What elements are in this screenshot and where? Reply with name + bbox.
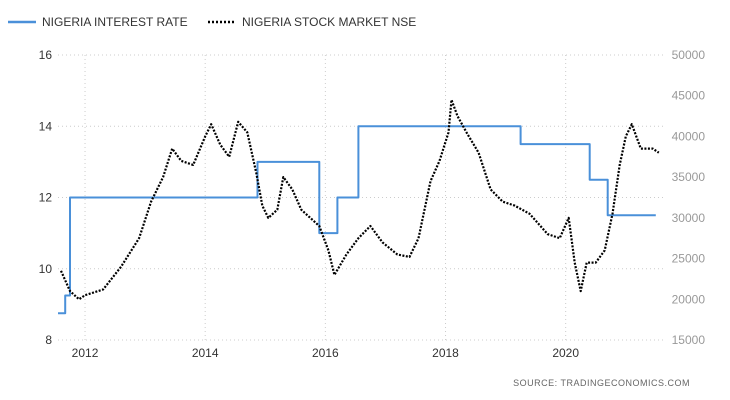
interest-rate-line bbox=[58, 125, 656, 315]
right-tick-label: 45000 bbox=[672, 89, 706, 103]
right-axis-ticks: 15000 20000 25000 30000 35000 40000 45000 50000 bbox=[672, 48, 706, 347]
x-tick-label: 2020 bbox=[552, 346, 579, 360]
x-tick-label: 2014 bbox=[192, 346, 219, 360]
right-tick-label: 40000 bbox=[672, 129, 706, 143]
legend: NIGERIA INTEREST RATE NIGERIA STOCK MARK… bbox=[8, 15, 416, 29]
right-tick-label: 25000 bbox=[672, 252, 706, 266]
right-tick-label: 35000 bbox=[672, 170, 706, 184]
series-lines bbox=[58, 98, 660, 315]
left-tick-label: 10 bbox=[39, 262, 53, 276]
stock-market-line bbox=[59, 98, 660, 301]
source-label: SOURCE: TRADINGECONOMICS.COM bbox=[513, 378, 690, 388]
left-tick-label: 8 bbox=[45, 333, 52, 347]
left-tick-label: 12 bbox=[39, 191, 53, 205]
left-axis-ticks: 8 10 12 14 16 bbox=[39, 48, 53, 347]
x-tick-label: 2018 bbox=[432, 346, 459, 360]
right-tick-label: 50000 bbox=[672, 48, 706, 62]
right-tick-label: 15000 bbox=[672, 333, 706, 347]
x-tick-label: 2016 bbox=[312, 346, 339, 360]
left-tick-label: 16 bbox=[39, 48, 53, 62]
left-tick-label: 14 bbox=[39, 119, 53, 133]
x-axis-ticks: 2012 2014 2016 2018 2020 bbox=[72, 346, 580, 360]
legend-label-interest-rate: NIGERIA INTEREST RATE bbox=[42, 15, 188, 29]
right-tick-label: 20000 bbox=[672, 292, 706, 306]
right-tick-label: 30000 bbox=[672, 211, 706, 225]
x-tick-label: 2012 bbox=[72, 346, 99, 360]
legend-label-stock-market: NIGERIA STOCK MARKET NSE bbox=[242, 15, 416, 29]
